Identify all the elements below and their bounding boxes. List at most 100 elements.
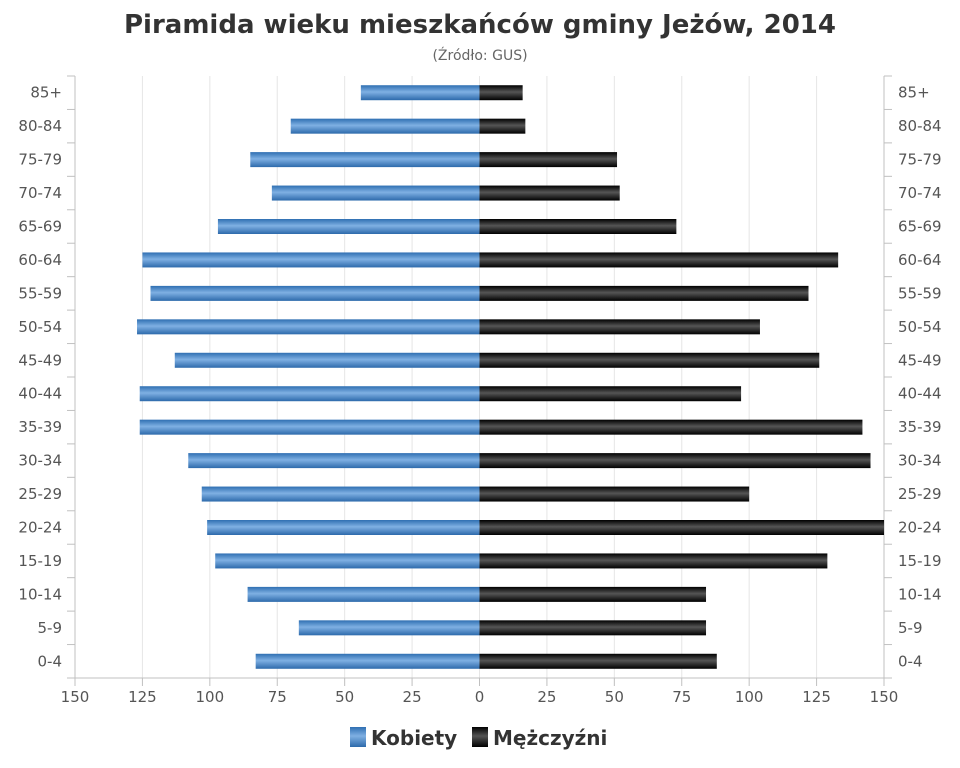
bar-kobiety <box>298 620 480 636</box>
bar-kobiety <box>137 319 480 335</box>
y-tick-label-left: 5-9 <box>38 619 63 637</box>
bar-mezczyzni <box>479 152 618 168</box>
y-tick-label-right: 5-9 <box>898 619 923 637</box>
x-tick-label: 150 <box>870 688 899 706</box>
axes <box>67 75 892 686</box>
bar-kobiety <box>360 85 480 101</box>
bar-mezczyzni <box>479 453 871 469</box>
legend-item-kobiety[interactable]: Kobiety <box>350 726 457 750</box>
y-tick-label-right: 10-14 <box>898 585 942 603</box>
bar-mezczyzni <box>479 486 750 502</box>
y-tick-label-right: 15-19 <box>898 552 942 570</box>
x-tick-label: 100 <box>735 688 764 706</box>
bar-kobiety <box>188 453 480 469</box>
y-tick-label-right: 35-39 <box>898 418 942 436</box>
x-tick-label: 50 <box>335 688 354 706</box>
legend-label: Kobiety <box>371 726 457 750</box>
y-tick-label-right: 65-69 <box>898 218 942 236</box>
y-tick-label-left: 20-24 <box>18 519 62 537</box>
y-tick-label-left: 35-39 <box>18 418 62 436</box>
bar-kobiety <box>271 185 480 201</box>
bar-kobiety <box>247 586 480 602</box>
y-tick-labels-left: 85+ 80-84 75-79 70-74 65-69 60-64 55-59 50-54 45… <box>18 84 62 671</box>
chart-subtitle: (Źródło: GUS) <box>432 46 527 64</box>
x-tick-label: 50 <box>605 688 624 706</box>
bar-mezczyzni <box>479 586 707 602</box>
y-tick-label-left: 30-34 <box>18 452 62 470</box>
bar-mezczyzni <box>479 553 828 569</box>
bar-kobiety <box>250 152 480 168</box>
y-tick-label-left: 65-69 <box>18 218 62 236</box>
x-tick-label: 75 <box>268 688 287 706</box>
bar-kobiety <box>139 386 480 402</box>
y-tick-label-right: 40-44 <box>898 385 942 403</box>
legend-swatch <box>350 727 366 747</box>
y-tick-label-right: 70-74 <box>898 184 942 202</box>
bar-kobiety <box>139 419 480 435</box>
y-tick-label-right: 25-29 <box>898 485 942 503</box>
x-tick-label: 25 <box>403 688 422 706</box>
y-tick-label-left: 45-49 <box>18 351 62 369</box>
bars <box>137 85 884 669</box>
legend: Kobiety Mężczyźni <box>350 726 607 750</box>
bar-mezczyzni <box>479 419 863 435</box>
y-tick-label-right: 80-84 <box>898 117 942 135</box>
legend-item-mezczyzni[interactable]: Mężczyźni <box>472 726 607 750</box>
y-tick-label-right: 55-59 <box>898 284 942 302</box>
y-tick-label-right: 75-79 <box>898 151 942 169</box>
legend-swatch <box>472 727 488 747</box>
y-tick-label-left: 70-74 <box>18 184 62 202</box>
x-tick-label: 150 <box>61 688 90 706</box>
x-tick-label: 125 <box>802 688 831 706</box>
y-tick-label-right: 30-34 <box>898 452 942 470</box>
y-tick-label-right: 0-4 <box>898 652 923 670</box>
y-tick-label-right: 85+ <box>898 84 930 102</box>
y-tick-label-left: 25-29 <box>18 485 62 503</box>
x-tick-label: 0 <box>475 688 485 706</box>
bar-mezczyzni <box>479 352 820 368</box>
bar-mezczyzni <box>479 653 717 669</box>
x-tick-labels: 150 125 100 75 50 25 0 25 50 75 100 125 150 <box>61 688 899 706</box>
bar-mezczyzni <box>479 520 884 535</box>
bar-kobiety <box>201 486 480 502</box>
bar-kobiety <box>150 285 480 301</box>
y-tick-label-right: 50-54 <box>898 318 942 336</box>
x-tick-label: 75 <box>672 688 691 706</box>
y-tick-label-left: 80-84 <box>18 117 62 135</box>
y-tick-labels-right: 85+ 80-84 75-79 70-74 65-69 60-64 55-59 50-54 45… <box>898 84 942 671</box>
bar-kobiety <box>255 653 480 669</box>
bar-mezczyzni <box>479 185 620 201</box>
y-tick-label-left: 10-14 <box>18 585 62 603</box>
y-tick-label-right: 45-49 <box>898 351 942 369</box>
bar-kobiety <box>207 520 480 535</box>
bar-kobiety <box>174 352 480 368</box>
chart-title: Piramida wieku mieszkańców gminy Jeżów, … <box>124 10 836 40</box>
x-tick-label: 100 <box>196 688 225 706</box>
y-tick-label-left: 75-79 <box>18 151 62 169</box>
bar-kobiety <box>215 553 480 569</box>
x-tick-label: 125 <box>128 688 157 706</box>
bar-mezczyzni <box>479 620 707 636</box>
bar-kobiety <box>217 219 480 234</box>
y-tick-label-left: 0-4 <box>38 652 63 670</box>
bar-mezczyzni <box>479 118 526 134</box>
bar-kobiety <box>142 252 480 268</box>
bar-mezczyzni <box>479 219 677 234</box>
y-tick-label-right: 60-64 <box>898 251 942 269</box>
bar-mezczyzni <box>479 386 742 402</box>
x-tick-label: 25 <box>537 688 556 706</box>
y-tick-label-left: 50-54 <box>18 318 62 336</box>
bar-kobiety <box>290 118 480 134</box>
y-tick-label-left: 15-19 <box>18 552 62 570</box>
legend-label: Mężczyźni <box>493 726 607 750</box>
bar-mezczyzni <box>479 85 523 101</box>
y-tick-label-right: 20-24 <box>898 519 942 537</box>
y-tick-label-left: 60-64 <box>18 251 62 269</box>
y-tick-label-left: 40-44 <box>18 385 62 403</box>
bar-mezczyzni <box>479 285 809 301</box>
y-tick-label-left: 55-59 <box>18 284 62 302</box>
bar-mezczyzni <box>479 252 839 268</box>
y-tick-label-left: 85+ <box>30 84 62 102</box>
bar-mezczyzni <box>479 319 760 335</box>
